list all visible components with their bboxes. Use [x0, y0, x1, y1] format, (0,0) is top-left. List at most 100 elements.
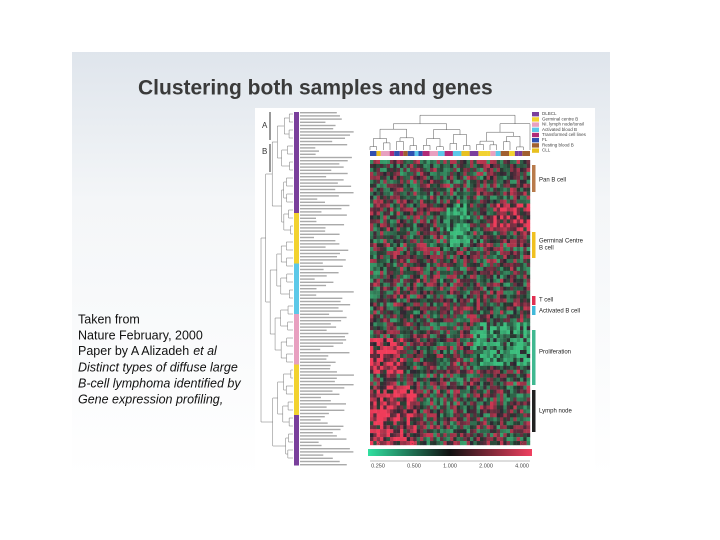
heatmap-cell	[483, 405, 487, 410]
heatmap-cell	[496, 334, 501, 339]
heatmap-cell	[420, 318, 424, 323]
heatmap-cell	[413, 306, 417, 311]
heatmap-cell	[510, 302, 514, 307]
heatmap-cell	[526, 195, 531, 200]
heatmap-cell	[410, 227, 414, 232]
heatmap-cell	[513, 334, 517, 339]
heatmap-cell	[373, 322, 377, 327]
heatmap-cell	[523, 385, 527, 390]
heatmap-cell	[463, 326, 467, 331]
heatmap-cell	[406, 247, 411, 252]
heatmap-cell	[376, 389, 381, 394]
heatmap-cell	[503, 389, 507, 394]
heatmap-cell	[443, 314, 447, 319]
heatmap-cell	[460, 441, 464, 446]
heatmap-cell	[410, 278, 414, 283]
heatmap-cell	[486, 381, 491, 386]
heatmap-cell	[470, 298, 474, 303]
heatmap-cell	[480, 425, 484, 430]
heatmap-cell	[410, 393, 414, 398]
heatmap-cell	[403, 191, 407, 196]
heatmap-cell	[416, 270, 421, 275]
heatmap-cell	[390, 306, 394, 311]
heatmap-cell	[476, 314, 481, 319]
heatmap-cell	[430, 377, 434, 382]
heatmap-cell	[420, 393, 424, 398]
heatmap-cell	[386, 262, 391, 268]
heatmap-cell	[370, 294, 374, 299]
heatmap-cell	[516, 286, 521, 291]
heatmap-cell	[406, 437, 411, 442]
heatmap-cell	[503, 207, 507, 212]
heatmap-cell	[413, 294, 417, 299]
heatmap-cell	[493, 417, 497, 422]
heatmap-cell	[486, 239, 491, 244]
heatmap-cell	[503, 286, 507, 291]
heatmap-cell	[490, 274, 494, 279]
heatmap-cell	[376, 239, 381, 244]
heatmap-cell	[376, 175, 381, 180]
heatmap-cell	[390, 302, 394, 307]
heatmap-cell	[430, 258, 434, 264]
heatmap-cell	[473, 187, 477, 192]
gene-label-text	[300, 176, 327, 178]
heatmap-cell	[526, 203, 531, 208]
heatmap-cell	[526, 175, 531, 180]
heatmap-cell	[413, 286, 417, 291]
heatmap-cell	[376, 195, 381, 200]
heatmap-cell	[416, 255, 421, 260]
heatmap-cell	[470, 227, 474, 232]
heatmap-cell	[383, 251, 387, 256]
heatmap-cell	[400, 239, 404, 244]
gene-label-text	[300, 400, 331, 402]
heatmap-cell	[523, 235, 527, 240]
heatmap-cell	[483, 350, 487, 355]
heatmap-cell	[430, 346, 434, 351]
heatmap-cell	[406, 231, 411, 236]
heatmap-cell	[500, 235, 504, 240]
heatmap-cell	[510, 397, 514, 402]
heatmap-cell	[403, 251, 407, 256]
heatmap-cell	[393, 314, 397, 319]
heatmap-cell	[373, 401, 377, 406]
heatmap-cell	[400, 373, 404, 378]
heatmap-cell	[456, 365, 461, 370]
heatmap-cell	[393, 195, 397, 200]
heatmap-cell	[473, 413, 477, 418]
heatmap-cell	[380, 302, 384, 307]
heatmap-cell	[513, 167, 517, 173]
heatmap-cell	[443, 433, 447, 438]
heatmap-cell	[500, 160, 504, 165]
heatmap-cell	[376, 330, 381, 335]
heatmap-cell	[426, 191, 431, 196]
heatmap-cell	[520, 381, 524, 386]
heatmap-cell	[526, 251, 531, 256]
heatmap-cell	[476, 262, 481, 268]
heatmap-cell	[386, 393, 391, 398]
heatmap-cell	[476, 199, 481, 204]
heatmap-cell	[493, 167, 497, 173]
heatmap-cell	[510, 195, 514, 200]
heatmap-cell	[426, 373, 431, 378]
heatmap-cell	[496, 441, 501, 446]
heatmap-cell	[420, 183, 424, 188]
heatmap-cell	[460, 294, 464, 299]
heatmap-cell	[503, 294, 507, 299]
heatmap-cell	[373, 373, 377, 378]
gene-label-text	[300, 345, 334, 347]
heatmap-cell	[476, 251, 481, 256]
heatmap-cell	[520, 179, 524, 184]
gene-strip	[294, 162, 299, 213]
heatmap-cell	[410, 369, 414, 374]
heatmap-cell	[396, 262, 401, 268]
heatmap-cell	[423, 433, 427, 438]
heatmap-cell	[410, 215, 414, 220]
heatmap-cell	[393, 373, 397, 378]
heatmap-cell	[433, 199, 437, 204]
heatmap-cell	[396, 338, 401, 343]
heatmap-cell	[413, 179, 417, 184]
heatmap-cell	[466, 342, 471, 347]
heatmap-cell	[423, 227, 427, 232]
heatmap-cell	[406, 286, 411, 291]
heatmap-cell	[466, 433, 471, 438]
